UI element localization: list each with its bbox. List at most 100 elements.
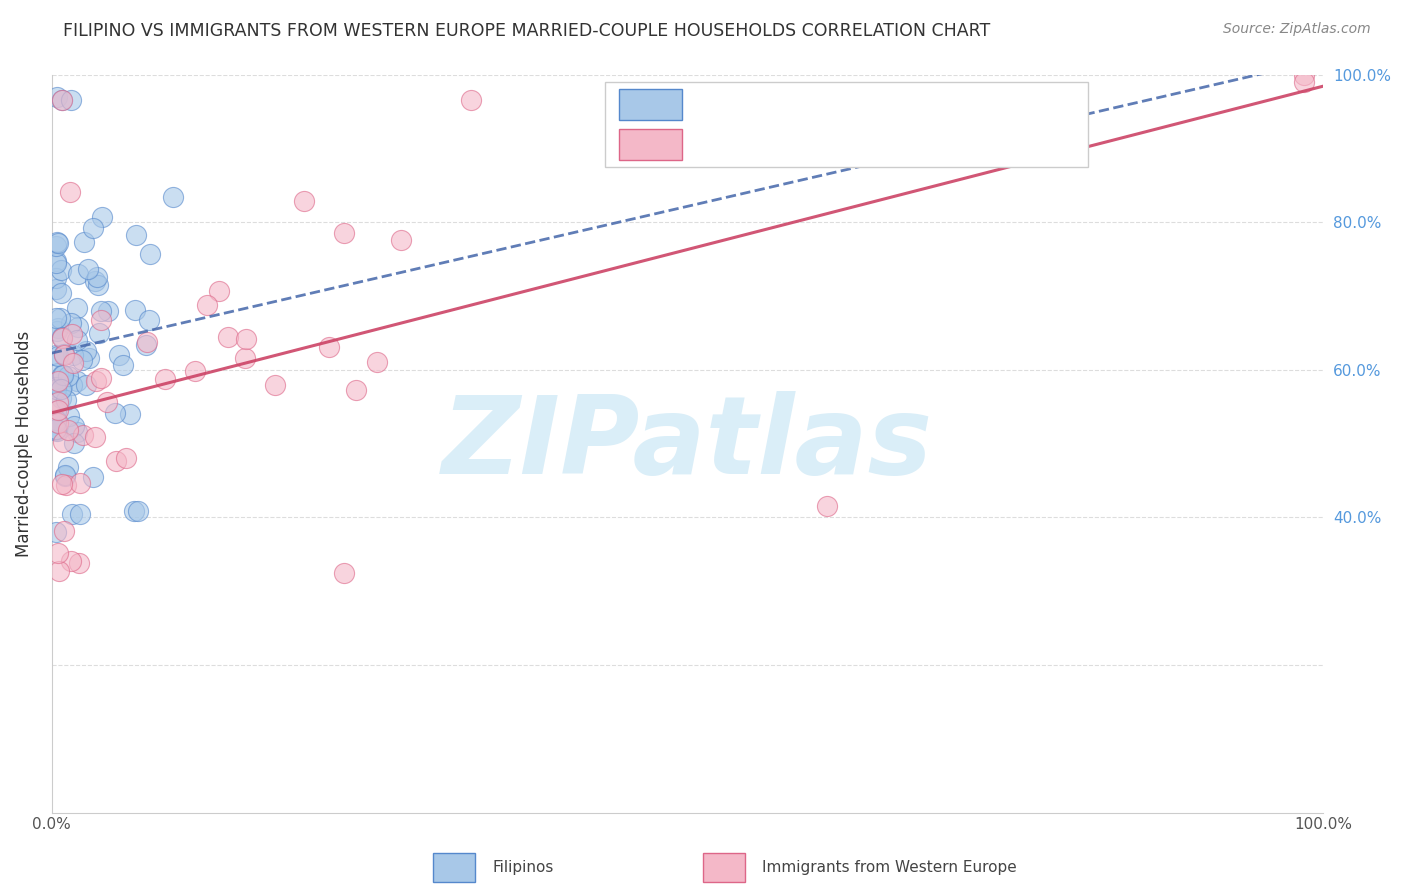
Point: [318, 340, 340, 354]
Point: [69, 507, 91, 521]
Point: [56, 460, 79, 475]
Point: [46, 235, 69, 250]
Point: [82, 220, 104, 235]
Point: [52, 368, 75, 383]
Point: [55, 392, 77, 407]
Point: [120, 407, 142, 421]
Point: [115, 451, 138, 466]
Point: [46, 546, 69, 560]
Point: [48, 321, 70, 335]
FancyBboxPatch shape: [433, 854, 475, 881]
Point: [90, 210, 112, 224]
Point: [45, 282, 67, 296]
Point: [53, 467, 76, 482]
Point: [292, 194, 315, 208]
Point: [112, 358, 135, 372]
Point: [45, 415, 67, 429]
Point: [135, 334, 157, 349]
Point: [58, 409, 80, 423]
Point: [70, 352, 93, 367]
Point: [82, 470, 104, 484]
Point: [208, 284, 231, 298]
Point: [389, 233, 412, 247]
Text: ZIPatlas: ZIPatlas: [441, 391, 934, 497]
Point: [344, 383, 367, 397]
Point: [66, 301, 89, 315]
Point: [45, 403, 67, 417]
Point: [51, 330, 73, 344]
Point: [59, 94, 82, 108]
Point: [53, 348, 76, 362]
Point: [59, 186, 82, 200]
Point: [104, 406, 127, 420]
Point: [77, 261, 100, 276]
Point: [45, 271, 67, 285]
Point: [46, 324, 69, 338]
Point: [1294, 75, 1316, 89]
Point: [46, 395, 69, 409]
Point: [96, 395, 118, 409]
Point: [45, 413, 67, 427]
Point: [108, 348, 131, 362]
Point: [51, 391, 73, 405]
Point: [60, 553, 83, 567]
Point: [66, 320, 89, 334]
Point: [138, 313, 160, 327]
Point: [97, 304, 120, 318]
Point: [62, 436, 84, 450]
Point: [46, 424, 69, 438]
Point: [45, 421, 67, 435]
Point: [51, 368, 73, 383]
Point: [815, 500, 838, 514]
Point: [49, 285, 72, 300]
Y-axis label: Married-couple Households: Married-couple Households: [15, 330, 32, 557]
Point: [45, 382, 67, 396]
Point: [264, 378, 287, 392]
Point: [366, 354, 388, 368]
Point: [51, 94, 73, 108]
Point: [51, 380, 73, 394]
Point: [75, 377, 97, 392]
Point: [333, 566, 356, 580]
Point: [66, 375, 89, 389]
Point: [59, 316, 82, 330]
Point: [45, 423, 67, 437]
Point: [53, 524, 76, 538]
Point: [60, 508, 83, 522]
Point: [235, 333, 257, 347]
Point: [84, 430, 107, 444]
Point: [90, 313, 112, 327]
Text: Immigrants from Western Europe: Immigrants from Western Europe: [762, 860, 1017, 875]
Point: [49, 311, 72, 326]
Point: [815, 95, 838, 109]
Point: [52, 434, 75, 449]
Text: Filipinos: Filipinos: [492, 860, 554, 875]
Text: FILIPINO VS IMMIGRANTS FROM WESTERN EUROPE MARRIED-COUPLE HOUSEHOLDS CORRELATION: FILIPINO VS IMMIGRANTS FROM WESTERN EURO…: [63, 22, 990, 40]
Point: [45, 253, 67, 268]
Point: [125, 227, 148, 242]
Point: [73, 235, 96, 249]
Point: [124, 303, 146, 318]
Point: [45, 525, 67, 540]
Point: [195, 298, 218, 312]
Point: [67, 268, 90, 282]
Point: [233, 351, 256, 365]
Point: [46, 349, 69, 363]
Point: [77, 351, 100, 365]
Point: [184, 364, 207, 378]
Point: [45, 311, 67, 326]
Point: [135, 338, 157, 352]
Point: [69, 556, 91, 570]
Point: [51, 94, 73, 108]
Point: [124, 504, 146, 518]
Point: [56, 368, 79, 383]
Point: [90, 370, 112, 384]
Point: [45, 238, 67, 252]
Point: [53, 468, 76, 483]
Point: [46, 374, 69, 388]
Point: [49, 382, 72, 396]
Point: [217, 330, 239, 344]
Point: [60, 327, 83, 342]
Point: [139, 247, 162, 261]
Point: [86, 270, 108, 285]
